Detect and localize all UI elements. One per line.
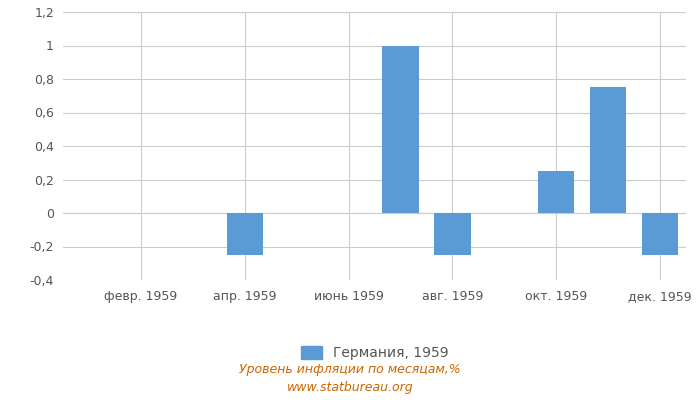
Bar — [227, 213, 263, 255]
Legend: Германия, 1959: Германия, 1959 — [295, 340, 454, 366]
Bar — [590, 87, 626, 213]
Text: www.statbureau.org: www.statbureau.org — [287, 382, 413, 394]
Text: Уровень инфляции по месяцам,%: Уровень инфляции по месяцам,% — [239, 364, 461, 376]
Bar — [434, 213, 470, 255]
Bar — [382, 46, 419, 213]
Bar — [538, 171, 575, 213]
Bar — [642, 213, 678, 255]
